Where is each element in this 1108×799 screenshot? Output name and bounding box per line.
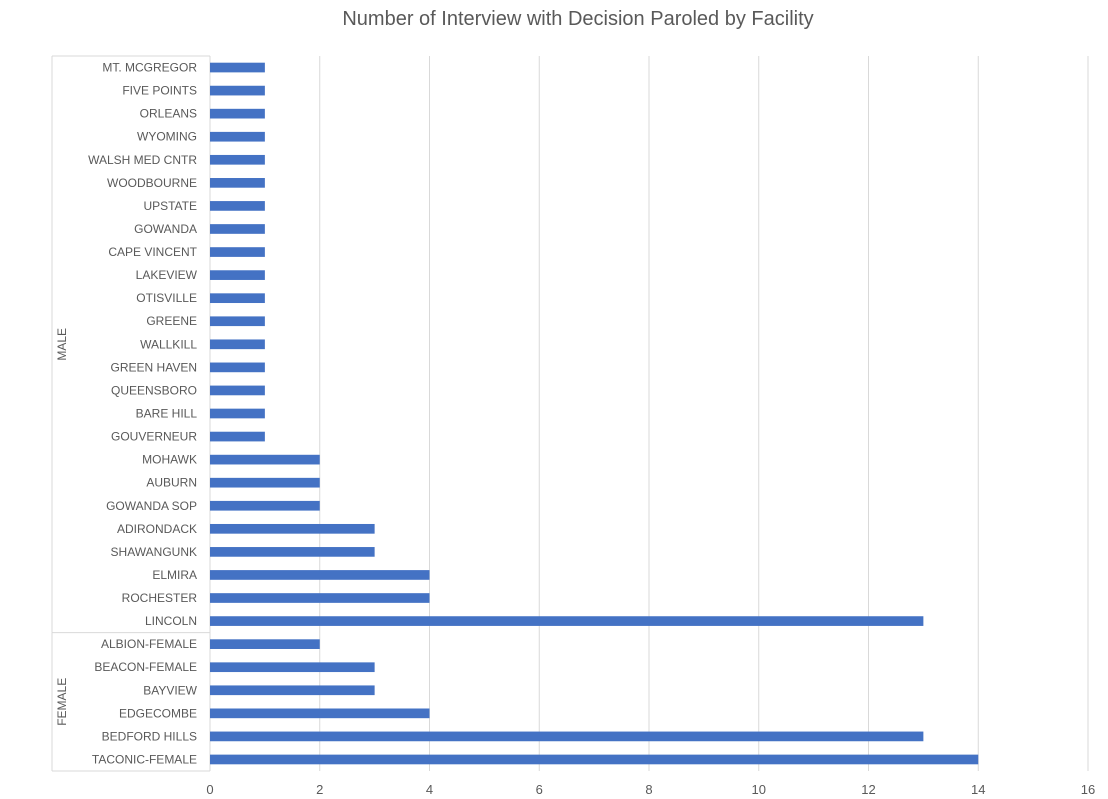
category-labels: MT. MCGREGOR FIVE POINTS ORLEANS WYOMING WAL… bbox=[88, 61, 198, 767]
category-label: UPSTATE bbox=[143, 199, 197, 213]
category-label: LAKEVIEW bbox=[136, 268, 198, 282]
bar bbox=[210, 201, 265, 211]
category-label: BEDFORD HILLS bbox=[102, 729, 197, 743]
bar bbox=[210, 500, 320, 511]
bar bbox=[210, 293, 265, 304]
bar bbox=[210, 754, 979, 765]
bar bbox=[210, 708, 430, 719]
bar bbox=[210, 385, 265, 396]
category-label: CAPE VINCENT bbox=[108, 245, 197, 259]
bar bbox=[210, 224, 265, 234]
bar bbox=[210, 247, 265, 257]
chart-title: Number of Interview with Decision Parole… bbox=[342, 8, 814, 30]
category-label: WALSH MED CNTR bbox=[88, 153, 197, 167]
category-label: ORLEANS bbox=[140, 107, 197, 121]
bar bbox=[210, 131, 265, 142]
bar bbox=[210, 108, 265, 119]
category-label: GOWANDA SOP bbox=[106, 499, 197, 513]
bars bbox=[210, 62, 979, 765]
category-label: MOHAWK bbox=[142, 453, 197, 467]
bar bbox=[210, 570, 430, 580]
category-label: BARE HILL bbox=[136, 407, 198, 421]
bar bbox=[210, 431, 265, 442]
bar bbox=[210, 316, 265, 327]
category-label: QUEENSBORO bbox=[111, 383, 197, 397]
bar bbox=[210, 547, 375, 557]
bar bbox=[210, 408, 265, 419]
bar bbox=[210, 731, 924, 742]
bar bbox=[210, 685, 375, 696]
category-label: WYOMING bbox=[137, 130, 197, 144]
category-label: TACONIC-FEMALE bbox=[92, 752, 197, 766]
bar bbox=[210, 339, 265, 350]
bar bbox=[210, 662, 375, 673]
group-label: FEMALE bbox=[55, 678, 69, 726]
bar bbox=[210, 477, 320, 488]
category-label: ROCHESTER bbox=[122, 591, 198, 605]
category-label: BEACON-FEMALE bbox=[94, 660, 197, 674]
x-axis-ticks: 0 2 4 6 8 10 12 14 16 bbox=[206, 782, 1095, 797]
x-tick-label: 14 bbox=[971, 782, 985, 797]
bar bbox=[210, 362, 265, 373]
category-label: GOWANDA bbox=[134, 222, 197, 236]
category-label: ADIRONDACK bbox=[117, 522, 197, 536]
category-label: GREEN HAVEN bbox=[111, 360, 197, 374]
category-label: ELMIRA bbox=[152, 568, 197, 582]
x-tick-label: 2 bbox=[316, 782, 323, 797]
group-label: MALE bbox=[55, 328, 69, 361]
category-label: GOUVERNEUR bbox=[111, 430, 197, 444]
category-label: FIVE POINTS bbox=[122, 84, 197, 98]
bar bbox=[210, 593, 430, 603]
category-label: OTISVILLE bbox=[136, 291, 197, 305]
bar bbox=[210, 523, 375, 534]
category-label: LINCOLN bbox=[145, 614, 197, 628]
category-label: BAYVIEW bbox=[143, 683, 197, 697]
group-labels: MALE FEMALE bbox=[51, 55, 210, 772]
category-label: WOODBOURNE bbox=[107, 176, 197, 190]
x-tick-label: 10 bbox=[752, 782, 766, 797]
bar bbox=[210, 178, 265, 188]
bar bbox=[210, 616, 924, 626]
x-tick-label: 8 bbox=[645, 782, 652, 797]
category-label: EDGECOMBE bbox=[119, 706, 197, 720]
x-tick-label: 16 bbox=[1081, 782, 1095, 797]
bar bbox=[210, 639, 320, 649]
bar bbox=[210, 454, 320, 465]
category-label: SHAWANGUNK bbox=[111, 545, 197, 559]
category-label: MT. MCGREGOR bbox=[102, 61, 197, 75]
category-label: GREENE bbox=[146, 314, 197, 328]
category-label: WALLKILL bbox=[140, 337, 197, 351]
bar bbox=[210, 154, 265, 165]
x-tick-label: 0 bbox=[206, 782, 213, 797]
x-tick-label: 12 bbox=[861, 782, 875, 797]
bar bbox=[210, 85, 265, 96]
category-label: AUBURN bbox=[146, 476, 197, 490]
bar bbox=[210, 270, 265, 280]
x-tick-label: 4 bbox=[426, 782, 433, 797]
bar bbox=[210, 62, 265, 73]
category-label: ALBION-FEMALE bbox=[101, 637, 197, 651]
x-tick-label: 6 bbox=[536, 782, 543, 797]
